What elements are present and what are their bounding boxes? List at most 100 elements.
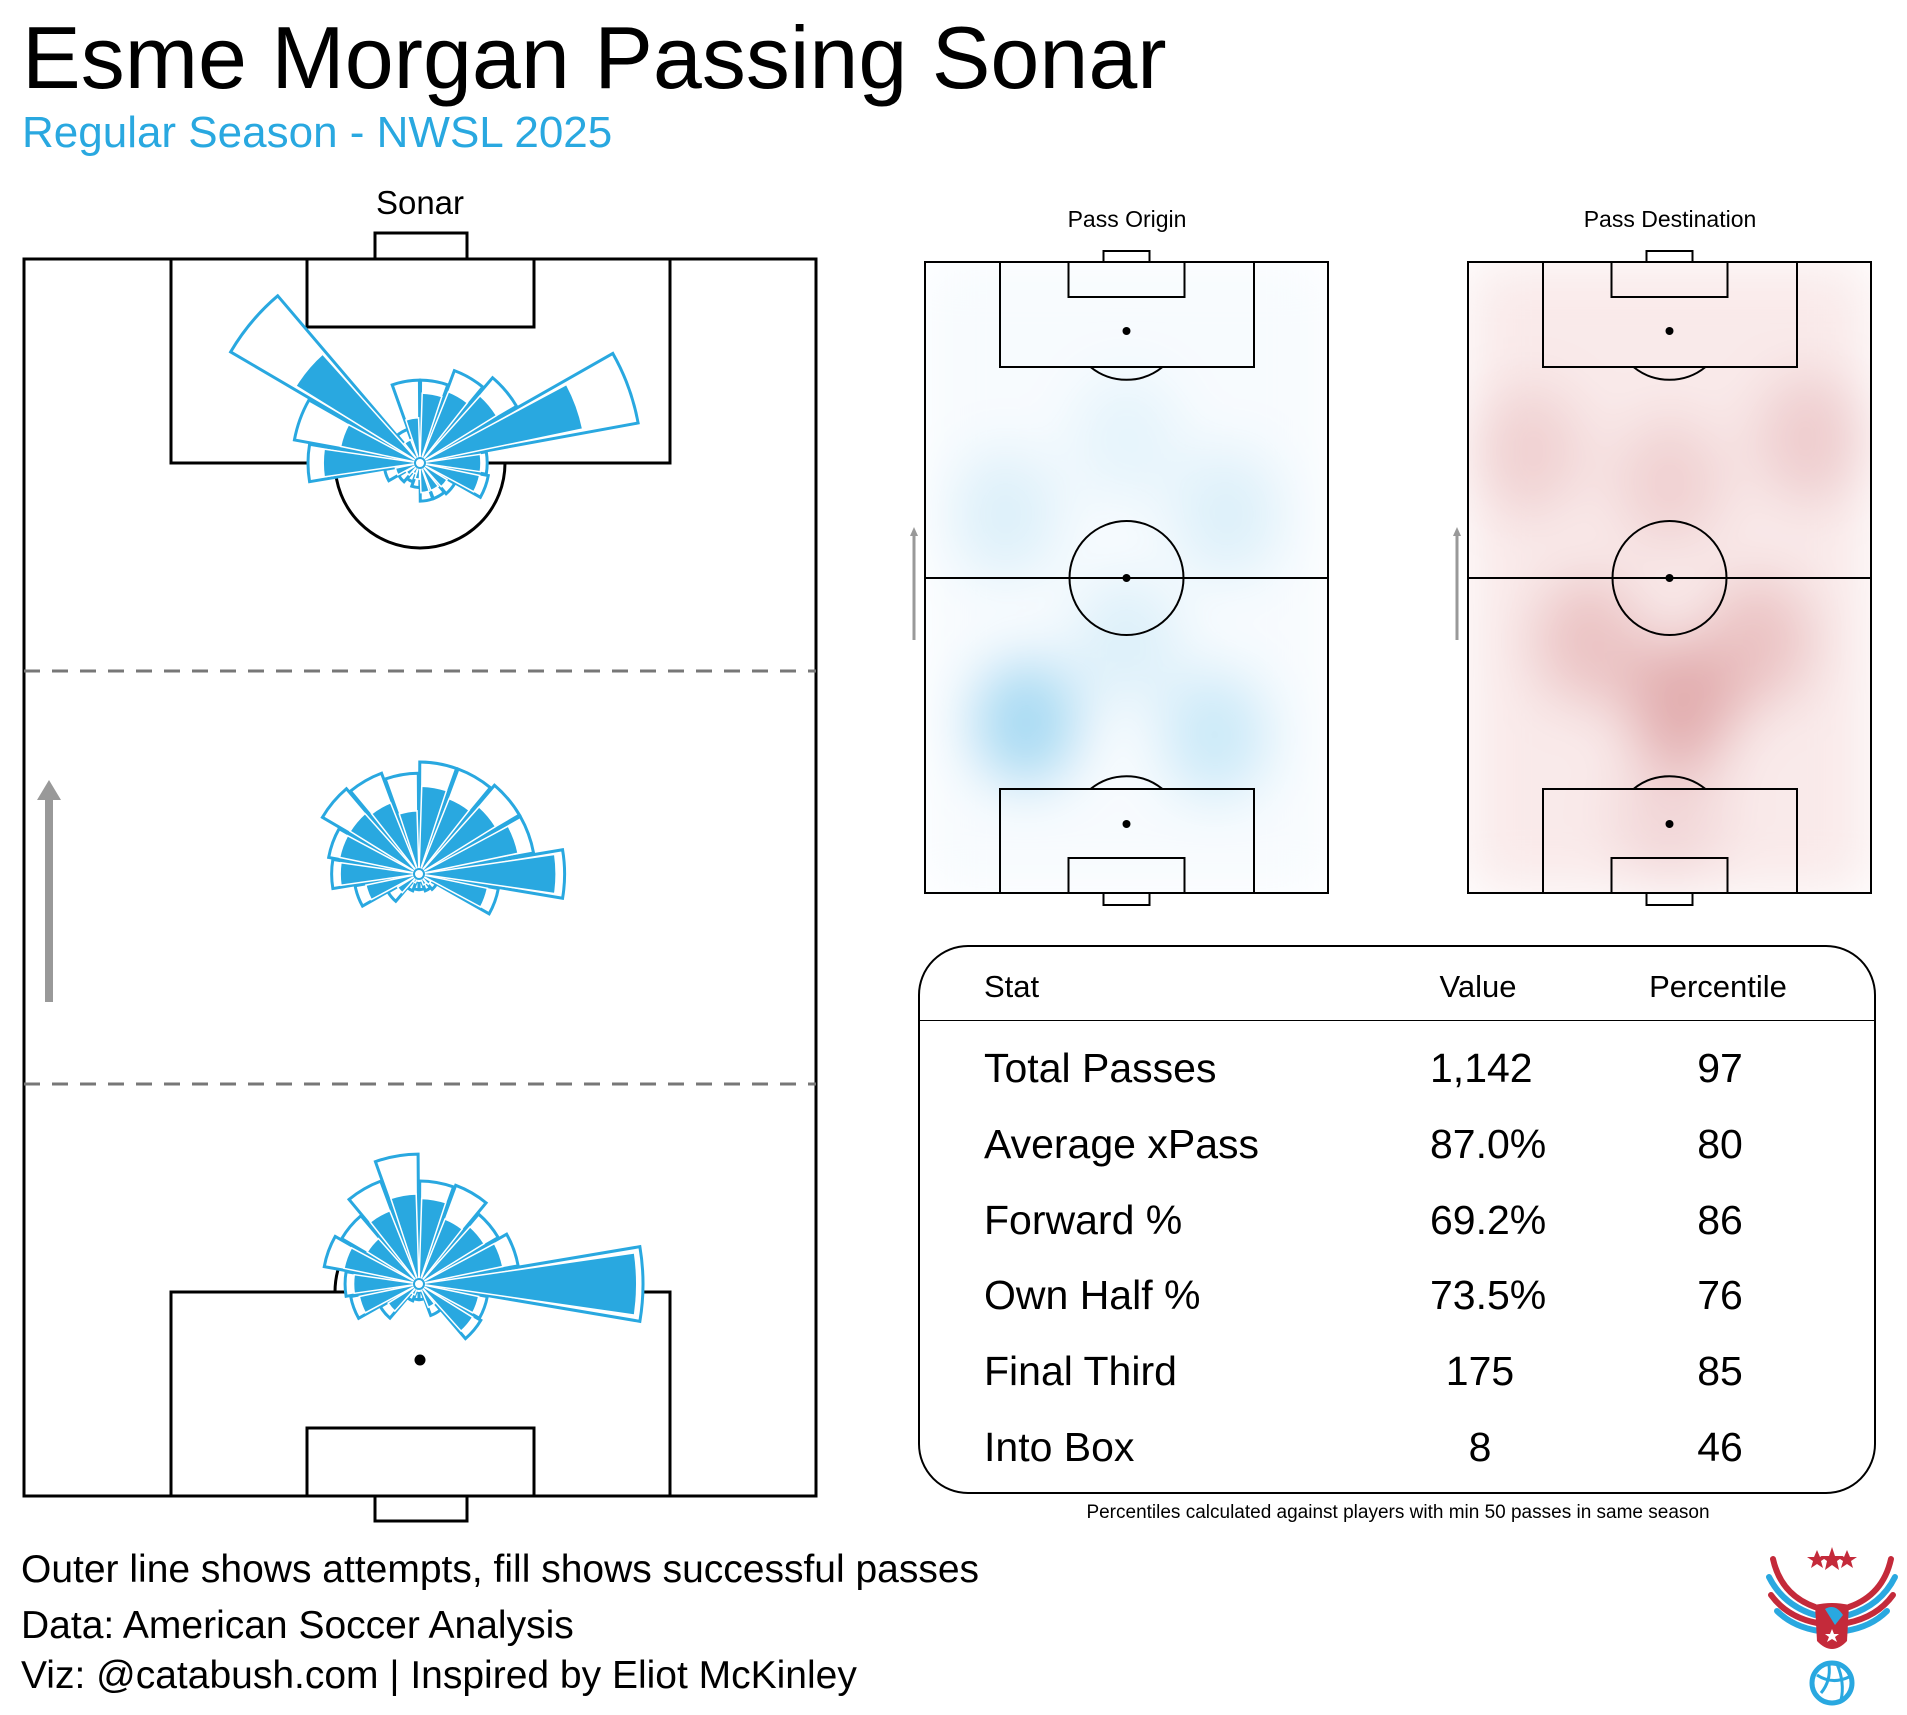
eagle-volleyball-logo — [1766, 1547, 1898, 1706]
stat-percentile: 76 — [1697, 1272, 1743, 1319]
sonar-success-wedge — [339, 423, 421, 464]
sonar-success-wedge — [339, 861, 420, 887]
stat-name: Own Half % — [984, 1272, 1201, 1319]
sonar-success-wedge — [404, 416, 421, 464]
header-divider — [920, 1020, 1874, 1021]
viz-credit: Viz: @catabush.com | Inspired by Eliot M… — [21, 1654, 857, 1697]
origin-direction-arrow-icon — [910, 527, 918, 640]
top-goal — [373, 231, 469, 261]
sonar-success-wedge — [418, 1283, 474, 1333]
sonar-success-wedge — [418, 825, 520, 875]
bottom-goal — [373, 1494, 469, 1523]
sonar-success-wedge — [352, 1273, 420, 1295]
sonar-success-wedge — [418, 1242, 504, 1285]
table-row: Forward % 69.2% 86 — [920, 1197, 1874, 1257]
data-credit: Data: American Soccer Analysis — [21, 1604, 574, 1647]
top-penalty-arc — [333, 462, 507, 550]
stat-value: 8 — [1468, 1424, 1492, 1470]
destination-direction-arrow-icon — [1453, 527, 1461, 640]
sonar-success-wedge — [370, 801, 420, 875]
sonar-wedges — [228, 293, 645, 1341]
legend-note: Outer line shows attempts, fill shows su… — [21, 1548, 980, 1591]
top-six-yard-box — [305, 257, 536, 329]
sonar-success-wedge — [418, 1283, 436, 1309]
header-value: Value — [1439, 969, 1517, 1004]
sonar-center — [413, 1278, 425, 1290]
sonar-center — [414, 457, 426, 469]
sonar-success-wedge — [418, 797, 471, 875]
table-row: Into Box 8 46 — [920, 1424, 1874, 1484]
pass-destination-title: Pass Destination — [1583, 206, 1757, 232]
sonar-0 — [228, 293, 640, 503]
sonar-success-wedge — [419, 453, 482, 473]
stat-name: Into Box — [984, 1424, 1135, 1470]
sonar-success-wedge — [358, 1283, 420, 1314]
stat-name: Forward % — [984, 1196, 1183, 1243]
sonar-success-wedge — [389, 1193, 420, 1285]
stat-percentile: 46 — [1697, 1424, 1743, 1470]
stat-value: 69.2% — [1430, 1196, 1547, 1243]
stat-value: 73.5% — [1430, 1272, 1547, 1319]
destination-pitch — [1467, 250, 1872, 906]
header-percentile: Percentile — [1649, 969, 1787, 1004]
sonar-success-wedge — [418, 1252, 638, 1316]
sonar-2 — [322, 1152, 645, 1341]
sonar-success-wedge — [403, 438, 421, 464]
table-footnote: Percentiles calculated against players w… — [1086, 1502, 1710, 1523]
sonar-center — [413, 868, 425, 880]
table-row: Final Third 175 85 — [920, 1348, 1874, 1408]
sonar-success-wedge — [418, 805, 497, 875]
direction-arrow-icon — [37, 780, 61, 1002]
sonar-success-wedge — [365, 873, 420, 901]
sonar-success-wedge — [418, 1218, 464, 1285]
sonar-pitch — [22, 231, 818, 1523]
stat-name: Average xPass — [984, 1120, 1260, 1167]
sonar-title: Sonar — [375, 184, 465, 221]
sonar-success-wedge — [338, 834, 420, 875]
stat-name: Total Passes — [984, 1045, 1217, 1091]
sonar-success-wedge — [387, 1283, 420, 1313]
sonar-success-wedge — [349, 812, 420, 875]
sonar-success-wedge — [419, 462, 449, 488]
sonar-success-wedge — [322, 448, 421, 478]
sonar-success-wedge — [369, 1209, 420, 1285]
sonar-success-wedge — [419, 390, 469, 464]
bottom-six-yard-box — [305, 1426, 536, 1498]
sonar-success-wedge — [418, 853, 557, 895]
sonar-success-wedge — [418, 873, 489, 909]
sonar-success-wedge — [419, 462, 440, 492]
stat-percentile: 97 — [1697, 1045, 1743, 1091]
sonar-success-wedge — [419, 394, 498, 464]
sonar-success-wedge — [419, 392, 443, 464]
table-row: Own Half % 73.5% 76 — [920, 1272, 1874, 1332]
table-row: Average xPass 87.0% 80 — [920, 1121, 1874, 1181]
table-row: Total Passes 1,142 97 — [920, 1045, 1874, 1105]
sonar-success-wedge — [366, 1237, 420, 1285]
sonar-success-wedge — [396, 873, 420, 894]
stat-percentile: 85 — [1697, 1348, 1743, 1395]
sonar-success-wedge — [398, 810, 420, 875]
page-title: Esme Morgan Passing Sonar — [22, 8, 1167, 107]
sonar-success-wedge — [294, 353, 421, 464]
sonar-1 — [320, 760, 567, 916]
stat-percentile: 80 — [1697, 1120, 1743, 1167]
stat-value: 87.0% — [1430, 1120, 1547, 1167]
header-stat: Stat — [984, 969, 1040, 1004]
stat-name: Final Third — [984, 1348, 1177, 1395]
bottom-penalty-box — [169, 1290, 672, 1498]
sonar-success-wedge — [343, 1246, 420, 1285]
stat-value: 1,142 — [1430, 1045, 1533, 1091]
sonar-success-wedge — [418, 1197, 447, 1285]
origin-pitch — [924, 250, 1329, 906]
sonar-success-wedge — [419, 462, 481, 493]
stat-value: 175 — [1445, 1348, 1515, 1395]
sonar-success-wedge — [418, 1225, 486, 1285]
penalty-spot — [414, 1354, 426, 1366]
sonar-success-wedge — [419, 383, 584, 464]
sonar-success-wedge — [418, 785, 448, 875]
stat-percentile: 86 — [1697, 1196, 1743, 1243]
sonar-success-wedge — [418, 1283, 480, 1314]
page-subtitle: Regular Season - NWSL 2025 — [22, 108, 613, 157]
stats-table: Stat Value Percentile Total Passes 1,142 9… — [918, 945, 1876, 1494]
